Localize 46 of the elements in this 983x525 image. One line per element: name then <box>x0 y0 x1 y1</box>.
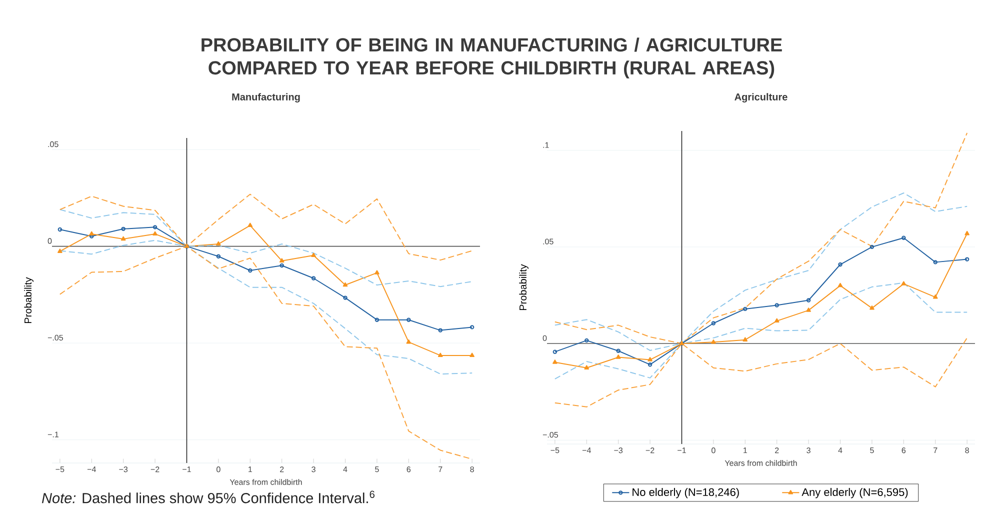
legend-label: Any elderly (N=6,595) <box>802 488 908 498</box>
y-tick-label: .05 <box>543 238 554 244</box>
y-tick-label: 0 <box>48 238 52 244</box>
x-tick-label: 1 <box>248 466 252 472</box>
x-tick-label: −1 <box>182 466 191 472</box>
y-axis-title: Probability <box>519 264 528 310</box>
x-tick-label: −3 <box>119 466 128 472</box>
x-tick-label: 7 <box>934 448 938 454</box>
chart-title: Agriculture <box>734 93 788 102</box>
chart-title: Manufacturing <box>232 93 300 102</box>
x-tick-label: 5 <box>870 448 874 454</box>
legend-label: No elderly (N=18,246) <box>632 488 739 498</box>
x-tick-label: −5 <box>56 466 64 472</box>
x-tick-label: 8 <box>965 448 969 454</box>
x-tick-label: −4 <box>87 466 96 472</box>
x-tick-label: 4 <box>838 448 842 454</box>
text: Note: Dashed lines show 95% Confidence Interval.$^{6}$ <box>42 490 374 504</box>
x-axis-title: Years from childbirth <box>724 460 797 466</box>
y-tick-label: 0 <box>542 335 547 341</box>
x-tick-label: −5 <box>550 448 560 454</box>
y-tick-label: −.1 <box>48 432 58 438</box>
y-tick-label: −.05 <box>542 432 558 438</box>
x-tick-label: 0 <box>712 448 716 454</box>
x-tick-label: 3 <box>312 466 316 472</box>
x-tick-label: −2 <box>646 448 654 454</box>
x-tick-label: 2 <box>775 448 779 454</box>
x-tick-label: −3 <box>614 448 623 454</box>
y-axis-title: Probability <box>24 277 34 324</box>
x-tick-label: −1 <box>678 448 686 454</box>
x-tick-label: 6 <box>406 466 411 472</box>
x-axis-title: Years from childbirth <box>230 479 302 485</box>
x-tick-label: 0 <box>216 466 220 472</box>
text: PROBABILITY OF BEING IN MANUFACTURING / AGRICULTURE COMPARED TO YEAR BEFORE CHILDBIRTH (RURAL AREAS) <box>202 38 782 78</box>
x-tick-label: 6 <box>902 448 906 454</box>
y-tick-label: .1 <box>543 142 549 148</box>
x-tick-label: 7 <box>438 466 442 472</box>
x-tick-label: −4 <box>582 448 591 454</box>
x-tick-label: −2 <box>150 466 160 472</box>
x-tick-label: 2 <box>280 466 284 472</box>
y-tick-label: −.05 <box>48 334 63 341</box>
x-tick-label: 4 <box>343 466 348 472</box>
x-tick-label: 1 <box>744 448 747 454</box>
x-tick-label: 8 <box>470 466 474 472</box>
x-tick-label: 3 <box>806 448 810 454</box>
x-tick-label: 5 <box>375 466 379 472</box>
y-tick-label: .05 <box>48 141 58 148</box>
